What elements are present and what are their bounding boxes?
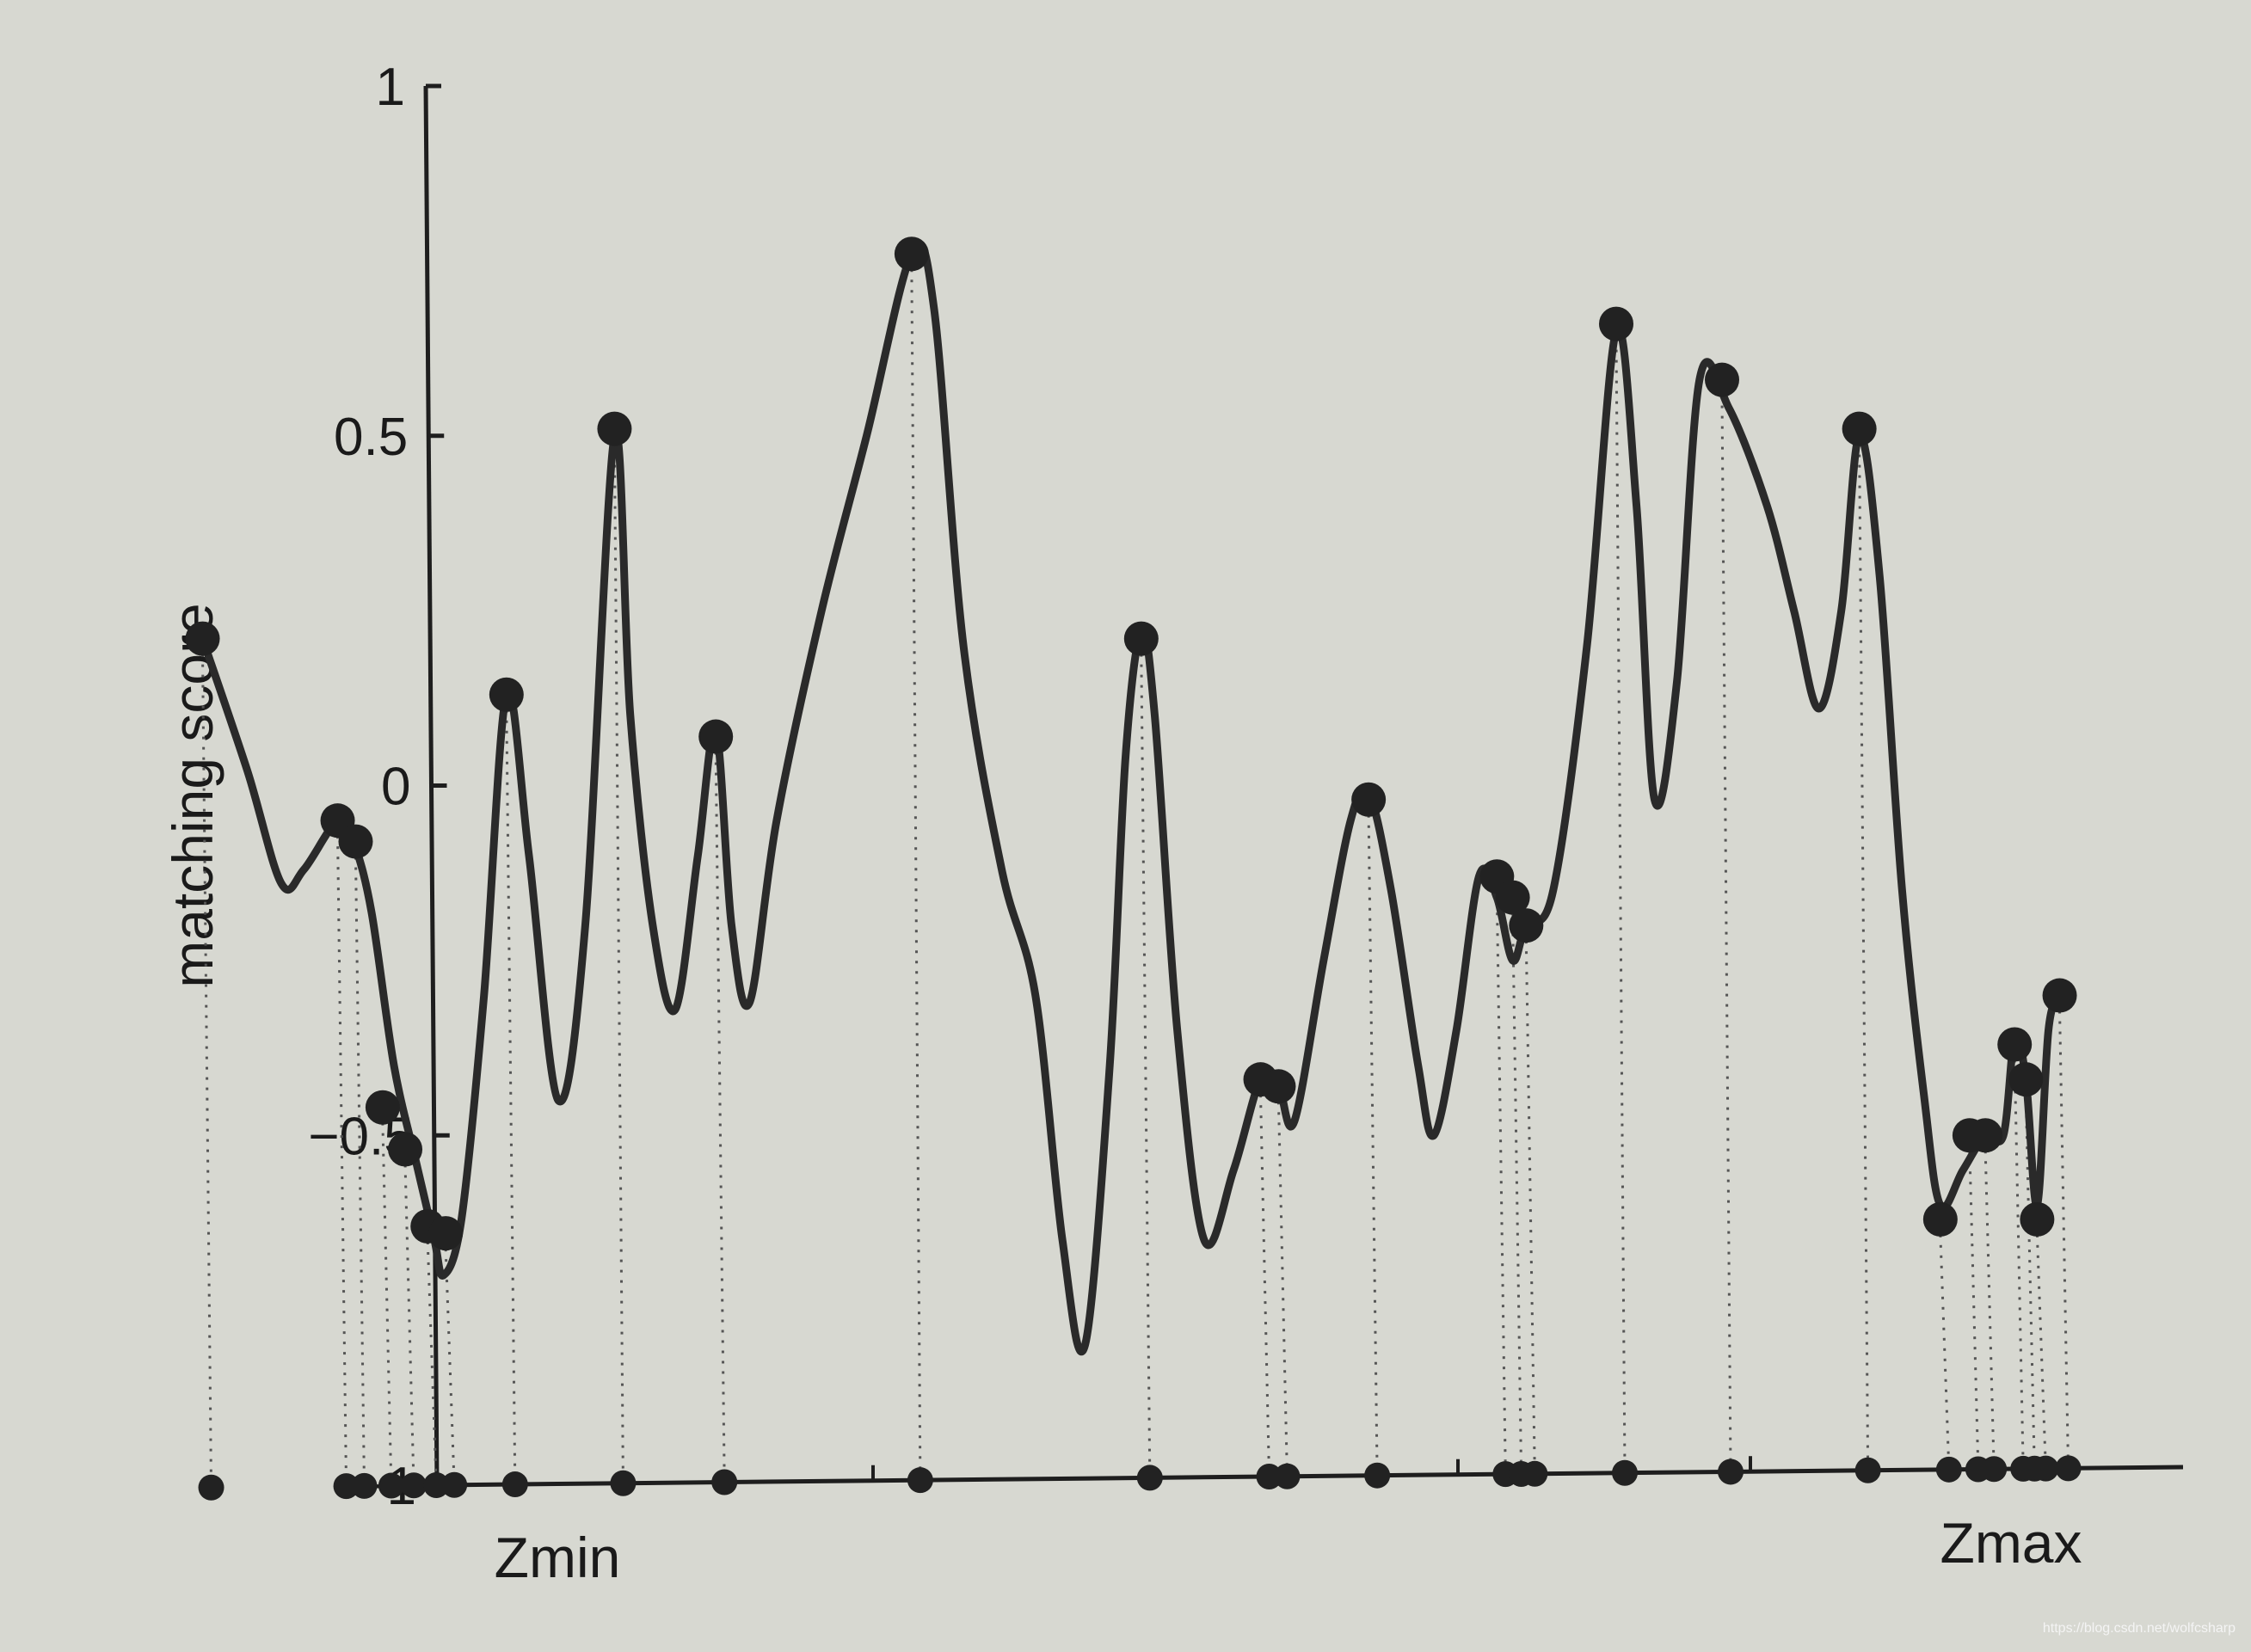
axis-point	[333, 1473, 360, 1500]
y-tick-labels: 10.50−0.5−1	[308, 58, 416, 1516]
data-point	[428, 1216, 464, 1251]
data-point	[1261, 1069, 1296, 1104]
drop-line	[1511, 912, 1523, 1474]
axis-point	[907, 1467, 933, 1494]
drop-line	[2024, 1095, 2036, 1469]
drop-line	[1939, 1234, 1951, 1470]
drop-line	[1140, 654, 1152, 1478]
x-axis-line	[436, 1465, 2184, 1488]
drop-line	[2035, 1234, 2047, 1469]
axis-point	[1935, 1456, 1962, 1483]
axis-point	[1981, 1456, 2008, 1483]
data-point	[1922, 1201, 1958, 1237]
axis-point	[1364, 1462, 1391, 1489]
drop-line	[910, 269, 922, 1481]
data-point	[1997, 1027, 2033, 1062]
data-point	[1599, 306, 1634, 341]
data-point	[365, 1090, 400, 1125]
axis-point	[198, 1474, 224, 1501]
drop-line	[381, 1122, 393, 1486]
data-point	[2008, 1062, 2044, 1097]
data-point	[489, 677, 524, 712]
axis-point	[401, 1472, 427, 1499]
y-tick-label: 0	[381, 758, 410, 817]
axis-point	[711, 1469, 738, 1495]
axis-point	[378, 1472, 404, 1499]
data-point	[894, 236, 929, 272]
x-start-label: Zmin	[495, 1526, 621, 1589]
drop-line	[1983, 1151, 1996, 1470]
drop-line	[2058, 1010, 2070, 1469]
drop-line	[1367, 814, 1379, 1476]
axis-point	[1718, 1459, 1744, 1485]
drop-line	[354, 857, 366, 1486]
axis-point	[423, 1472, 450, 1499]
drop-line	[2013, 1059, 2025, 1469]
axis-point	[501, 1471, 528, 1498]
data-point	[1705, 362, 1740, 397]
data-point	[1123, 621, 1159, 656]
data-point	[597, 411, 632, 446]
data-point	[1842, 411, 1877, 446]
drop-line	[1858, 444, 1870, 1471]
data-point	[1351, 782, 1387, 817]
series-line	[199, 240, 2064, 1356]
data-point	[698, 719, 734, 754]
x-ticks	[871, 1456, 1752, 1481]
axis-point	[1522, 1460, 1548, 1487]
axis-markers	[198, 1455, 2082, 1501]
axis-point	[1854, 1457, 1881, 1483]
drop-line	[1276, 1102, 1288, 1477]
y-tick-label: 1	[376, 58, 405, 117]
drop-lines	[201, 269, 2070, 1488]
data-point	[185, 621, 220, 656]
axis-point	[1136, 1465, 1163, 1491]
drop-line	[444, 1249, 456, 1485]
data-point	[2020, 1201, 2055, 1237]
drop-line	[1259, 1095, 1271, 1477]
axis-point	[1274, 1463, 1301, 1489]
axis-point	[2033, 1455, 2059, 1482]
axis-point	[1256, 1463, 1282, 1489]
drop-line	[1720, 395, 1732, 1472]
data-point	[338, 824, 373, 859]
peak-markers	[185, 236, 2077, 1251]
drop-line	[1614, 339, 1627, 1473]
axis-point	[351, 1472, 378, 1499]
data-point	[2042, 978, 2077, 1013]
data-point	[1968, 1118, 2003, 1153]
axis-point	[441, 1471, 468, 1498]
drop-line	[1495, 892, 1507, 1475]
y-tick-label: 0.5	[334, 408, 408, 467]
axis-point	[610, 1470, 637, 1496]
data-point	[388, 1132, 423, 1167]
data-point	[1495, 880, 1530, 915]
axis-point	[1612, 1459, 1639, 1486]
x-end-label: Zmax	[1940, 1511, 2082, 1575]
axis-point	[2055, 1455, 2082, 1482]
drop-line	[1968, 1151, 1980, 1470]
y-axis-title: matching score	[161, 603, 224, 988]
drop-line	[505, 709, 517, 1485]
watermark: https://blog.csdn.net/wolfcsharp	[2042, 1621, 2236, 1636]
axes: 10.50−0.5−1 matching score Zmin Zmax	[161, 58, 2184, 1589]
drop-line	[403, 1164, 415, 1486]
drop-line	[1524, 941, 1536, 1474]
data-point	[1509, 908, 1544, 943]
